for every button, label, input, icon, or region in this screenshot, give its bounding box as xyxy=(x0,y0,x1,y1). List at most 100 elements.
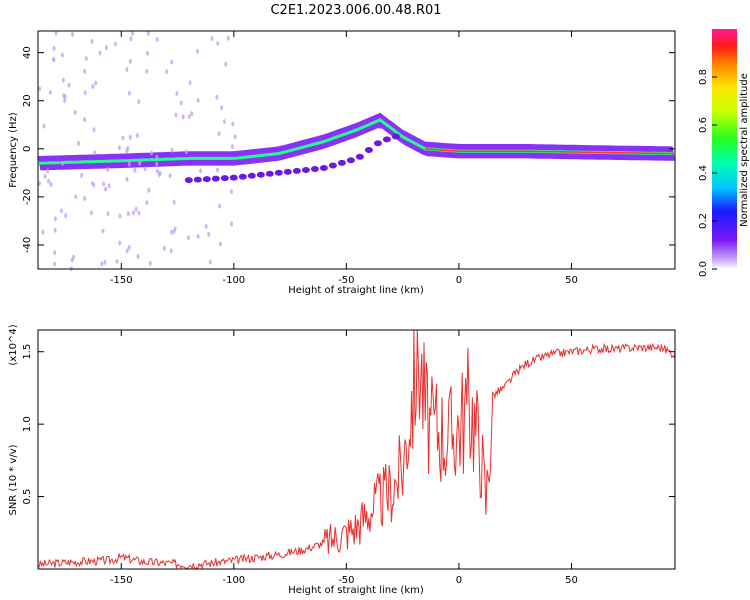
heatmap-noise-dot xyxy=(187,235,190,241)
heatmap-noise-dot xyxy=(38,86,42,92)
heatmap-noise-dot xyxy=(83,68,87,74)
heatmap-secondary-blob xyxy=(274,169,283,176)
heatmap-secondary-blob xyxy=(319,165,328,171)
heatmap-secondary-blob xyxy=(265,170,274,177)
heatmap-secondary-blob xyxy=(229,174,238,181)
heatmap-noise-dot xyxy=(49,181,53,187)
heatmap-noise-dot xyxy=(133,167,137,173)
heatmap-noise-dot xyxy=(37,180,41,186)
heatmap-noise-dot xyxy=(155,154,159,160)
snr-x-tick-label: -50 xyxy=(338,575,354,586)
heatmap-noise-dot xyxy=(83,196,87,201)
heatmap-noise-dot xyxy=(60,52,64,58)
snr-x-ticks: -150 -100 -50 0 50 xyxy=(110,330,578,586)
heatmap-noise-dot xyxy=(127,90,131,96)
spectrogram-x-tick-label: -50 xyxy=(338,275,354,286)
colorbar-ticks: 0.0 0.2 0.4 0.6 0.8 xyxy=(698,69,717,277)
spectrogram-y-tick-label: 40 xyxy=(22,46,33,59)
spectrogram-y-label: Frequency (Hz) xyxy=(8,112,19,188)
colorbar-gradient xyxy=(712,29,737,269)
heatmap-noise-dot xyxy=(53,250,57,256)
heatmap-noise-dot xyxy=(218,203,222,209)
heatmap-noise-dot xyxy=(61,160,64,166)
heatmap-secondary-blob xyxy=(256,171,265,178)
heatmap-noise-dot xyxy=(46,168,50,174)
heatmap-noise-dot xyxy=(117,145,121,151)
heatmap-noise-dot xyxy=(215,94,219,100)
heatmap-main-band xyxy=(38,112,675,171)
snr-series-line xyxy=(37,329,676,570)
heatmap-noise-dot xyxy=(93,150,97,156)
snr-y-scale-label: (x10^4) xyxy=(8,324,19,365)
heatmap-noise-dot xyxy=(126,211,130,217)
heatmap-noise-dot xyxy=(92,182,96,188)
heatmap-noise-dot xyxy=(230,189,233,195)
heatmap-noise-dot xyxy=(59,208,63,214)
heatmap-noise-dot xyxy=(70,257,74,263)
heatmap-noise-dot xyxy=(217,131,221,137)
heatmap-noise-dot xyxy=(172,199,176,205)
heatmap-noise-dot xyxy=(184,149,188,155)
heatmap-noise-dot xyxy=(231,121,235,127)
heatmap-noise-dot xyxy=(150,150,153,156)
heatmap-noise-dot xyxy=(230,221,234,227)
heatmap-noise-dot xyxy=(155,168,159,174)
heatmap-noise-dot xyxy=(216,40,220,46)
heatmap-secondary-blob xyxy=(238,173,247,180)
heatmap-secondary-blob xyxy=(202,176,211,183)
heatmap-noise-dot xyxy=(170,59,174,65)
heatmap-noise-dot xyxy=(146,30,150,36)
heatmap-noise-dot xyxy=(106,167,110,173)
heatmap-noise-dot xyxy=(137,99,141,105)
heatmap-noise-dot xyxy=(136,254,140,260)
spectrogram-y-ticks: -40 -20 0 20 40 xyxy=(22,46,675,253)
heatmap-noise-dot xyxy=(63,97,67,103)
heatmap-noise-dot xyxy=(233,134,237,140)
heatmap-noise-dot xyxy=(170,147,174,153)
heatmap-noise-dot xyxy=(100,261,104,267)
colorbar: 0.0 0.2 0.4 0.6 0.8 Normalized spectral ampl… xyxy=(698,29,750,277)
heatmap-noise-dot xyxy=(175,91,179,96)
snr-x-tick-label: -100 xyxy=(222,575,245,586)
heatmap-noise-dot xyxy=(131,30,135,36)
snr-x-tick-label: 0 xyxy=(456,575,462,586)
heatmap-noise-dot xyxy=(138,160,142,166)
heatmap-noise-dot xyxy=(125,67,129,72)
heatmap-noise-dot xyxy=(157,172,161,178)
heatmap-noise-dot xyxy=(101,228,105,234)
heatmap-noise-dot xyxy=(148,260,152,266)
heatmap-noise-dot xyxy=(128,134,132,140)
heatmap-noise-dot xyxy=(174,112,178,118)
colorbar-tick-label: 0.2 xyxy=(698,213,709,229)
spectrogram-y-tick-label: 0 xyxy=(22,146,33,152)
heatmap-noise-dot xyxy=(91,84,95,89)
heatmap-secondary-blob xyxy=(355,153,364,160)
heatmap-noise-dot xyxy=(216,167,219,173)
heatmap-noise-dot xyxy=(83,117,87,122)
heatmap-noise-dot xyxy=(155,36,159,42)
heatmap-secondary-blob xyxy=(283,168,292,175)
heatmap-noise-dot xyxy=(129,36,133,42)
spectrogram-y-tick-label: 20 xyxy=(22,94,33,107)
heatmap-noise-dot xyxy=(47,178,50,184)
snr-y-tick-label: 0.5 xyxy=(22,489,33,505)
heatmap-noise-dot xyxy=(125,176,129,182)
heatmap-noise-dot xyxy=(226,35,230,41)
heatmap-noise-dot xyxy=(179,100,183,106)
heatmap-secondary-blob xyxy=(301,167,310,173)
heatmap-secondary-blob xyxy=(364,147,373,153)
heatmap-secondary-blob xyxy=(310,166,319,172)
spectrogram-panel: -150 -100 -50 0 50 -40 -20 0 20 40 Height of str… xyxy=(8,30,676,296)
heatmap-noise-dot xyxy=(169,248,173,254)
heatmap-noise-dot xyxy=(187,114,191,120)
heatmap-noise-dot xyxy=(115,258,119,264)
heatmap-noise-dot xyxy=(135,133,139,138)
snr-x-tick-label: 50 xyxy=(565,575,578,586)
heatmap-secondary-blob xyxy=(373,140,382,147)
spectrogram-y-tick-label: -40 xyxy=(22,237,33,253)
colorbar-tick-label: 0.6 xyxy=(698,117,709,133)
spectrogram-frame xyxy=(37,30,676,270)
heatmap-secondary-blob xyxy=(391,133,400,140)
heatmap-noise-dot xyxy=(104,186,108,192)
spectrogram-heatmap xyxy=(37,30,675,272)
